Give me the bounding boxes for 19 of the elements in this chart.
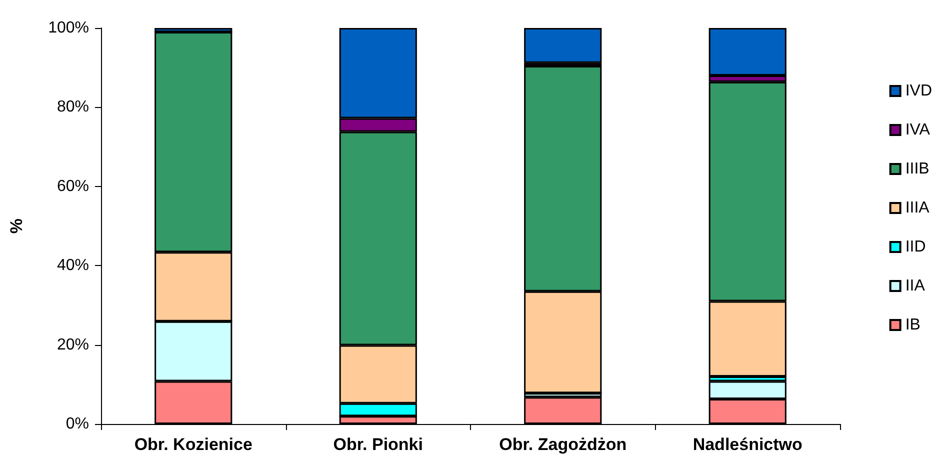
x-tick-label: Nadleśnictwo [692, 435, 802, 454]
y-tick-label: 100% [48, 20, 89, 36]
legend-label: IVD [905, 82, 932, 100]
y-tick-label: 40% [56, 257, 89, 274]
y-tick-label: 0% [66, 416, 89, 432]
legend-label: IID [905, 238, 926, 256]
legend-label: IVA [905, 122, 930, 138]
legend-label: IIA [905, 278, 926, 294]
legend-label: IIIB [905, 160, 930, 178]
x-tick-label: Obr. Kozienice [134, 435, 252, 454]
legend-label: IIIA [905, 200, 930, 216]
bar [524, 28, 602, 63]
legend-label: IB [905, 316, 920, 334]
x-tick-label: Obr. Pionki [333, 435, 423, 454]
y-tick-label: 80% [56, 98, 89, 116]
y-tick-label: 60% [56, 178, 89, 195]
x-tick-label: Obr. Zagożdżon [499, 435, 627, 454]
y-axis-title: % [7, 218, 26, 234]
y-tick-label: 20% [56, 336, 89, 354]
